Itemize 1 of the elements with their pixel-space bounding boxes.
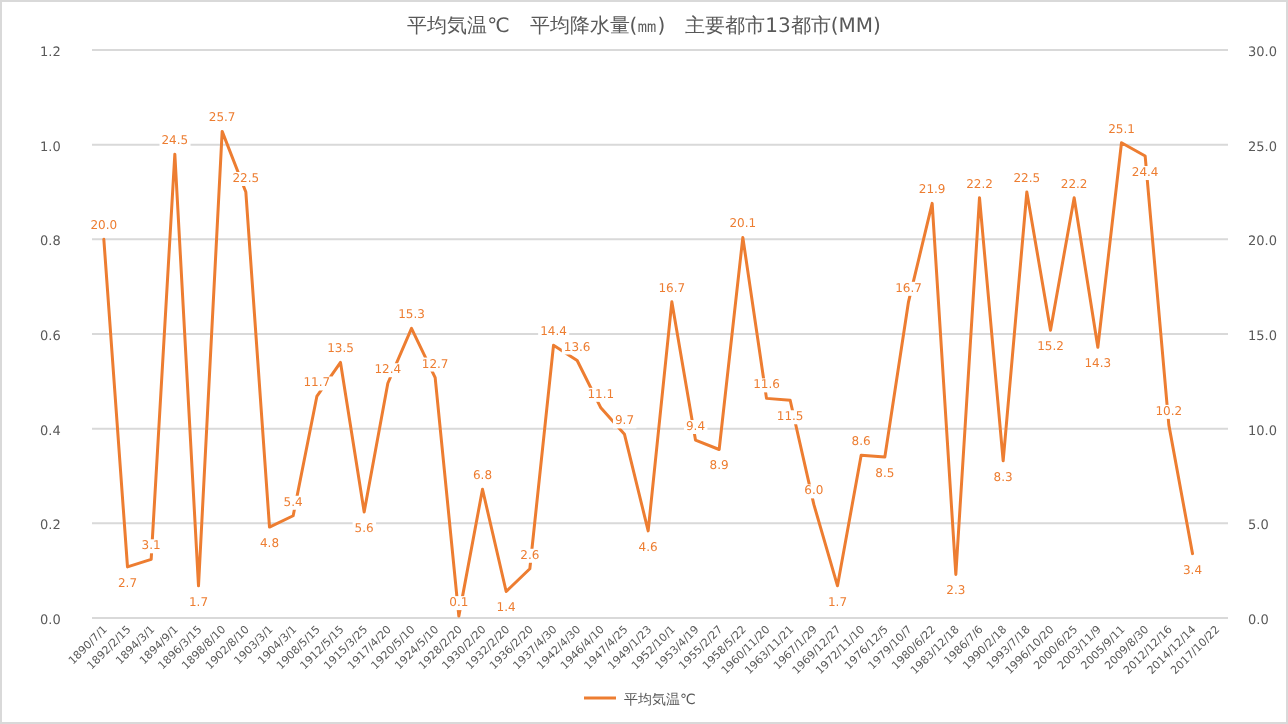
chart-title: 平均気温℃ 平均降水量(㎜) 主要都市13都市(MM) (407, 14, 881, 38)
